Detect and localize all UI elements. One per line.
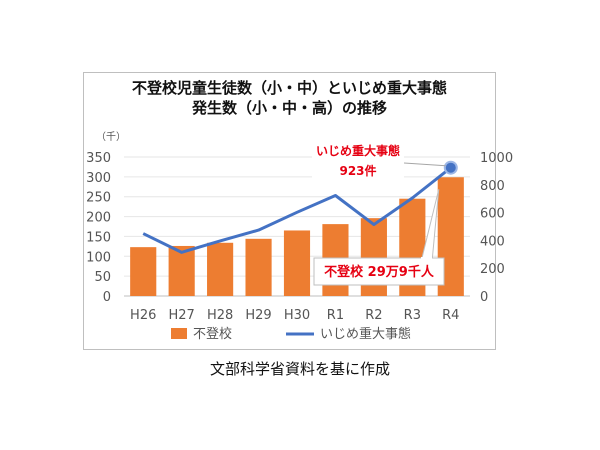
line-series — [142, 166, 452, 254]
left-tick-label: 50 — [94, 270, 111, 285]
chart-title-line2: 発生数（小・中・高）の推移 — [191, 99, 387, 117]
bar — [207, 242, 234, 296]
source-note: 文部科学省資料を基に作成 — [209, 360, 390, 378]
x-tick-label: R2 — [365, 308, 382, 323]
ijime-leader-line — [403, 162, 446, 167]
right-tick-label: 0 — [480, 290, 488, 305]
bar — [283, 230, 311, 296]
x-tick-label: R1 — [327, 308, 344, 323]
futoko-callout-text: 不登校 29万9千人 — [324, 264, 435, 280]
x-tick-label: H26 — [130, 308, 156, 323]
bar — [130, 247, 157, 296]
bar — [245, 238, 272, 296]
left-tick-label: 250 — [86, 191, 111, 206]
left-tick-label: 0 — [103, 290, 111, 305]
ijime-annotation-line1: いじめ重大事態 — [316, 143, 400, 158]
left-tick-label: 100 — [86, 250, 111, 265]
x-tick-label: H28 — [207, 308, 233, 323]
legend-swatch-bar — [171, 328, 187, 339]
ijime-annotation-line2: 923件 — [339, 163, 376, 178]
x-tick-label: H30 — [284, 308, 310, 323]
right-tick-label: 400 — [480, 234, 505, 249]
right-tick-label: 200 — [480, 262, 505, 277]
left-axis-unit: （千） — [96, 132, 126, 143]
line-point-highlight — [443, 160, 458, 175]
x-tick-label: R4 — [442, 308, 459, 323]
x-tick-label: H29 — [245, 308, 271, 323]
futoko-callout-box — [313, 257, 445, 286]
legend-label-bar: 不登校 — [193, 326, 232, 342]
right-tick-label: 1000 — [480, 151, 513, 166]
x-tick-label: H27 — [169, 308, 195, 323]
right-tick-label: 600 — [480, 207, 505, 222]
chart-title: 不登校児童生徒数（小・中）といじめ重大事態 発生数（小・中・高）の推移 — [83, 78, 496, 118]
left-tick-label: 200 — [86, 211, 111, 226]
right-tick-label: 800 — [480, 179, 505, 194]
left-tick-label: 350 — [86, 151, 111, 166]
legend-label-line: いじめ重大事態 — [320, 326, 411, 342]
ijime-annotation-box — [312, 140, 404, 184]
left-tick-label: 300 — [86, 171, 111, 186]
chart-title-line1: 不登校児童生徒数（小・中）といじめ重大事態 — [131, 79, 447, 97]
left-tick-label: 150 — [86, 230, 111, 245]
x-tick-label: R3 — [404, 308, 421, 323]
chart-frame — [83, 72, 496, 350]
bar — [168, 245, 195, 296]
